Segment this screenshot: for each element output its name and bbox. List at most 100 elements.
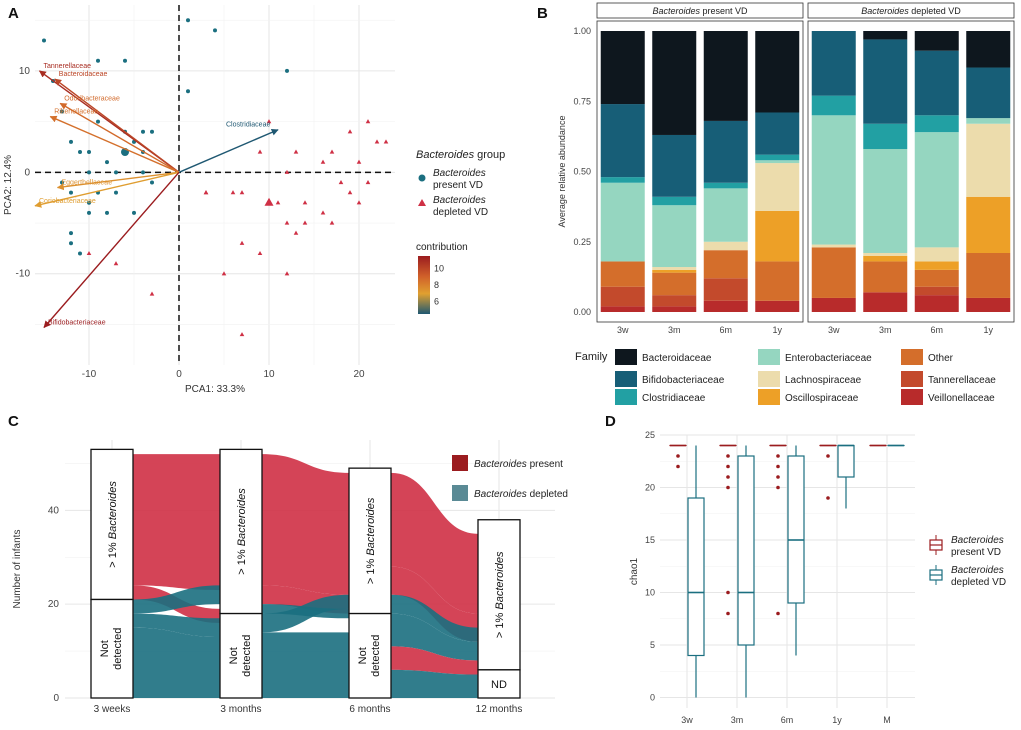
x-tick-label: 3m — [668, 325, 681, 335]
legend-key — [758, 389, 780, 405]
bar-segment — [811, 247, 856, 298]
legend-present-line2: present VD — [951, 547, 1001, 558]
bar-segment — [600, 182, 645, 262]
contribution-tick: 10 — [434, 263, 444, 273]
bar-segment — [811, 297, 856, 312]
point-depleted — [365, 119, 371, 124]
point-present — [96, 58, 100, 63]
bar-segment — [703, 250, 748, 279]
box-outlier — [776, 454, 780, 458]
x-tick-label: 3m — [879, 325, 892, 335]
bar-segment — [755, 31, 800, 113]
legend-key-depleted — [452, 485, 468, 501]
point-present — [285, 68, 289, 73]
bar-segment — [914, 269, 959, 287]
legend-label: Veillonellaceae — [928, 393, 995, 404]
legend-label: Enterobacteriaceae — [785, 353, 872, 364]
x-tick-label: 10 — [263, 369, 275, 380]
bar-segment — [703, 188, 748, 242]
point-depleted — [221, 271, 227, 276]
y-axis-label: PCA2: 12.4% — [3, 155, 14, 215]
box-outlier — [826, 496, 830, 500]
bar-segment — [652, 205, 697, 268]
point-present — [78, 251, 82, 256]
y-axis-label: Average relative abundance — [557, 116, 567, 228]
bar-segment — [863, 123, 908, 150]
legend-present-line2: present VD — [433, 180, 483, 191]
x-tick-label: 3m — [731, 715, 744, 725]
point-depleted — [284, 220, 290, 225]
stratum-top — [90, 448, 134, 601]
stratum-bottom — [348, 612, 392, 699]
point-depleted — [293, 230, 299, 235]
bar-segment — [863, 31, 908, 40]
point-depleted — [320, 159, 326, 164]
point-present — [213, 28, 217, 33]
legend-depleted-line1: Bacteroides — [951, 565, 1004, 576]
bar-segment — [652, 196, 697, 206]
bar-segment — [703, 120, 748, 183]
point-depleted — [239, 240, 245, 245]
bar-segment — [811, 244, 856, 248]
point-depleted — [302, 220, 308, 225]
flow-depleted — [391, 613, 478, 661]
loading-label: Bifidobacteriaceae — [48, 319, 106, 326]
legend-key — [758, 349, 780, 365]
bar-segment — [914, 115, 959, 133]
flow-depleted — [391, 669, 478, 698]
stratum-bottom-label: ND — [491, 679, 507, 691]
stratum-top-label-italic: Bacteroides — [107, 481, 119, 540]
point-present — [132, 210, 136, 215]
bar-segment — [652, 295, 697, 307]
box-outlier — [776, 464, 780, 469]
y-tick-label: 20 — [48, 599, 60, 610]
loading-arrow — [43, 171, 180, 329]
bar-segment — [914, 295, 959, 312]
stratum-top-label-italic: Bacteroides — [494, 551, 506, 610]
y-tick-label: 10 — [645, 588, 655, 598]
contribution-title: contribution — [416, 242, 468, 253]
bar-segment — [755, 210, 800, 262]
bar-segment — [600, 31, 645, 105]
bar-segment — [811, 95, 856, 116]
bar-segment — [966, 297, 1011, 312]
loading-label: Rikenellaceae — [54, 109, 98, 116]
loading-label: Tannerellaceae — [44, 63, 92, 70]
panel-label-b: B — [537, 5, 548, 22]
x-tick-label: 3w — [617, 325, 629, 335]
point-present — [69, 139, 73, 144]
pca-biplot: -10 0 10 20 -10 0 10 PCA1: 33.3% PCA2: 12.4% Tann… — [3, 5, 505, 395]
contribution-tick: 6 — [434, 297, 439, 307]
legend-depleted-line2: depleted VD — [951, 577, 1006, 588]
y-tick-label: 1.00 — [573, 26, 591, 36]
point-depleted — [239, 332, 245, 337]
legend-label: Lachnospiraceae — [785, 375, 862, 386]
bar-segment — [703, 31, 748, 121]
stratum-bottom-label: Not — [357, 647, 369, 664]
box-outlier — [726, 475, 730, 479]
y-tick-label: 0 — [24, 167, 30, 178]
point-present — [87, 170, 91, 175]
legend-title-rest: group — [474, 149, 505, 161]
box-outlier — [676, 454, 680, 458]
stratum-bottom-label-2: detected — [241, 635, 253, 677]
point-present — [69, 241, 73, 246]
legend-label: Clostridiaceae — [642, 393, 706, 404]
point-present — [42, 38, 46, 43]
point-present — [114, 190, 118, 195]
box-body — [737, 455, 755, 646]
x-tick-label: 3 weeks — [94, 704, 131, 715]
stratum-bottom-label-2: detected — [112, 628, 124, 670]
stratum-top-label: > 1% Bacteroides — [494, 551, 506, 638]
x-tick-label: 20 — [353, 369, 365, 380]
facet-strip — [596, 2, 804, 19]
loading-label: Clostridiaceae — [226, 122, 270, 129]
point-depleted — [365, 179, 371, 185]
bar-segment — [755, 112, 800, 155]
point-present — [87, 200, 91, 205]
bar-segment — [966, 196, 1011, 253]
bar-segment — [863, 255, 908, 262]
